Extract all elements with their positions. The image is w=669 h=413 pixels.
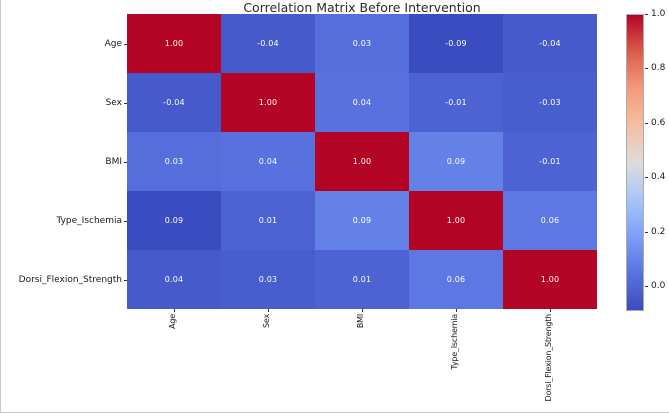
colorbar-tick-label: 0.8	[651, 63, 666, 74]
x-axis-tick	[456, 309, 457, 312]
heatmap-cell: -0.01	[409, 73, 503, 132]
heatmap-cell: 1.00	[503, 250, 597, 309]
y-axis-tick	[124, 220, 127, 222]
y-tick-label-dorsi_flexion_strength: Dorsi_Flexion_Strength	[18, 274, 122, 285]
heatmap-cell: 0.03	[127, 132, 221, 191]
heatmap-cell: 0.01	[221, 191, 315, 250]
heatmap-cell: 1.00	[127, 14, 221, 73]
x-axis-tick	[174, 309, 175, 312]
heatmap-cell: 1.00	[409, 191, 503, 250]
heatmap-cell: 0.04	[221, 132, 315, 191]
x-tick-label-sex: Sex	[262, 314, 271, 328]
x-axis-tick	[550, 309, 551, 312]
heatmap-cell: -0.09	[409, 14, 503, 73]
y-axis-tick	[124, 102, 127, 104]
heatmap: 1.00 -0.04 0.03 -0.09 -0.04 -0.04 1.00 0.04 -0.0…	[127, 14, 597, 309]
y-tick-label-age: Age	[104, 38, 122, 49]
x-tick-label-age: Age	[168, 314, 177, 329]
colorbar-tick-label: 0.0	[651, 281, 666, 292]
screenshot-left-edge	[0, 0, 1, 413]
colorbar-tick-label: 1.0	[651, 9, 666, 19]
x-axis-tick	[362, 309, 363, 312]
colorbar-tick	[645, 231, 648, 233]
colorbar-tick-label: 0.4	[651, 172, 666, 183]
colorbar-gradient	[627, 15, 643, 310]
heatmap-cell: 0.09	[315, 191, 409, 250]
heatmap-cell: 0.04	[127, 250, 221, 309]
heatmap-cell: 1.00	[221, 73, 315, 132]
colorbar	[626, 14, 644, 311]
heatmap-cell: 0.09	[127, 191, 221, 250]
heatmap-cell: -0.04	[503, 14, 597, 73]
y-axis-tick	[124, 279, 127, 281]
heatmap-cell: 0.09	[409, 132, 503, 191]
heatmap-cell: 0.03	[221, 250, 315, 309]
x-tick-label-dorsi_flexion_strength: Dorsi_Flexion_Strength	[544, 314, 553, 402]
x-tick-label-bmi: BMI	[356, 314, 365, 329]
heatmap-cell: 0.01	[315, 250, 409, 309]
colorbar-tick	[645, 286, 648, 288]
x-axis-tick	[268, 309, 269, 312]
colorbar-tick-label: 0.2	[651, 226, 666, 237]
y-tick-label-sex: Sex	[105, 97, 122, 108]
colorbar-tick	[645, 122, 648, 124]
chart-title: Correlation Matrix Before Intervention	[243, 0, 481, 15]
heatmap-cell: -0.04	[127, 73, 221, 132]
y-tick-label-bmi: BMI	[105, 156, 122, 167]
colorbar-tick	[645, 177, 648, 179]
y-tick-label-type_ischemia: Type_Ischemia	[56, 215, 123, 226]
x-tick-label-type_ischemia: Type_Ischemia	[450, 314, 459, 370]
heatmap-cell: 0.06	[503, 191, 597, 250]
colorbar-tick-label: 0.6	[651, 117, 666, 128]
heatmap-cell: -0.01	[503, 132, 597, 191]
heatmap-cell: 0.04	[315, 73, 409, 132]
colorbar-tick	[645, 68, 648, 70]
y-axis-tick	[124, 161, 127, 163]
heatmap-cell: -0.04	[221, 14, 315, 73]
heatmap-cell: 0.03	[315, 14, 409, 73]
heatmap-cell: 1.00	[315, 132, 409, 191]
heatmap-cell: 0.06	[409, 250, 503, 309]
heatmap-cell: -0.03	[503, 73, 597, 132]
y-axis-tick	[124, 43, 127, 45]
colorbar-tick	[645, 14, 648, 15]
